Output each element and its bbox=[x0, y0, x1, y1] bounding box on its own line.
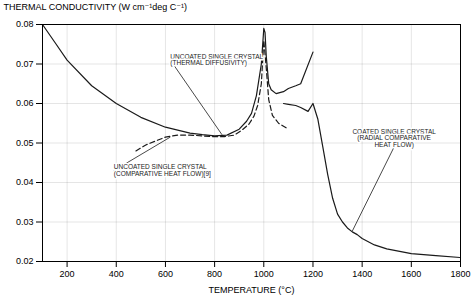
svg-text:UNCOATED SINGLE CRYSTAL(COMPAR: UNCOATED SINGLE CRYSTAL(COMPARATIVE HEAT… bbox=[114, 163, 211, 178]
svg-text:1400: 1400 bbox=[352, 269, 372, 279]
svg-text:UNCOATED SINGLE CRYSTAL(THERMA: UNCOATED SINGLE CRYSTAL(THERMAL DIFFUSIV… bbox=[170, 53, 263, 68]
svg-text:400: 400 bbox=[109, 269, 124, 279]
svg-text:0.02: 0.02 bbox=[16, 256, 34, 266]
svg-text:1800: 1800 bbox=[450, 269, 470, 279]
svg-text:COATED SINGLE CRYSTAL(RADIAL C: COATED SINGLE CRYSTAL(RADIAL COMPARATIVE… bbox=[352, 128, 436, 149]
svg-text:1000: 1000 bbox=[254, 269, 274, 279]
svg-text:0.05: 0.05 bbox=[16, 138, 34, 148]
svg-text:0.03: 0.03 bbox=[16, 217, 34, 227]
svg-text:0.07: 0.07 bbox=[16, 59, 34, 69]
svg-text:THERMAL CONDUCTIVITY (W cm⁻¹de: THERMAL CONDUCTIVITY (W cm⁻¹deg C⁻¹) bbox=[4, 2, 188, 12]
svg-text:600: 600 bbox=[158, 269, 173, 279]
svg-text:0.04: 0.04 bbox=[16, 177, 34, 187]
svg-text:0.06: 0.06 bbox=[16, 98, 34, 108]
svg-text:800: 800 bbox=[207, 269, 222, 279]
svg-text:TEMPERATURE (°C): TEMPERATURE (°C) bbox=[209, 285, 295, 295]
svg-text:0.08: 0.08 bbox=[16, 19, 34, 29]
svg-text:1200: 1200 bbox=[303, 269, 323, 279]
svg-text:1600: 1600 bbox=[401, 269, 421, 279]
svg-text:200: 200 bbox=[60, 269, 75, 279]
